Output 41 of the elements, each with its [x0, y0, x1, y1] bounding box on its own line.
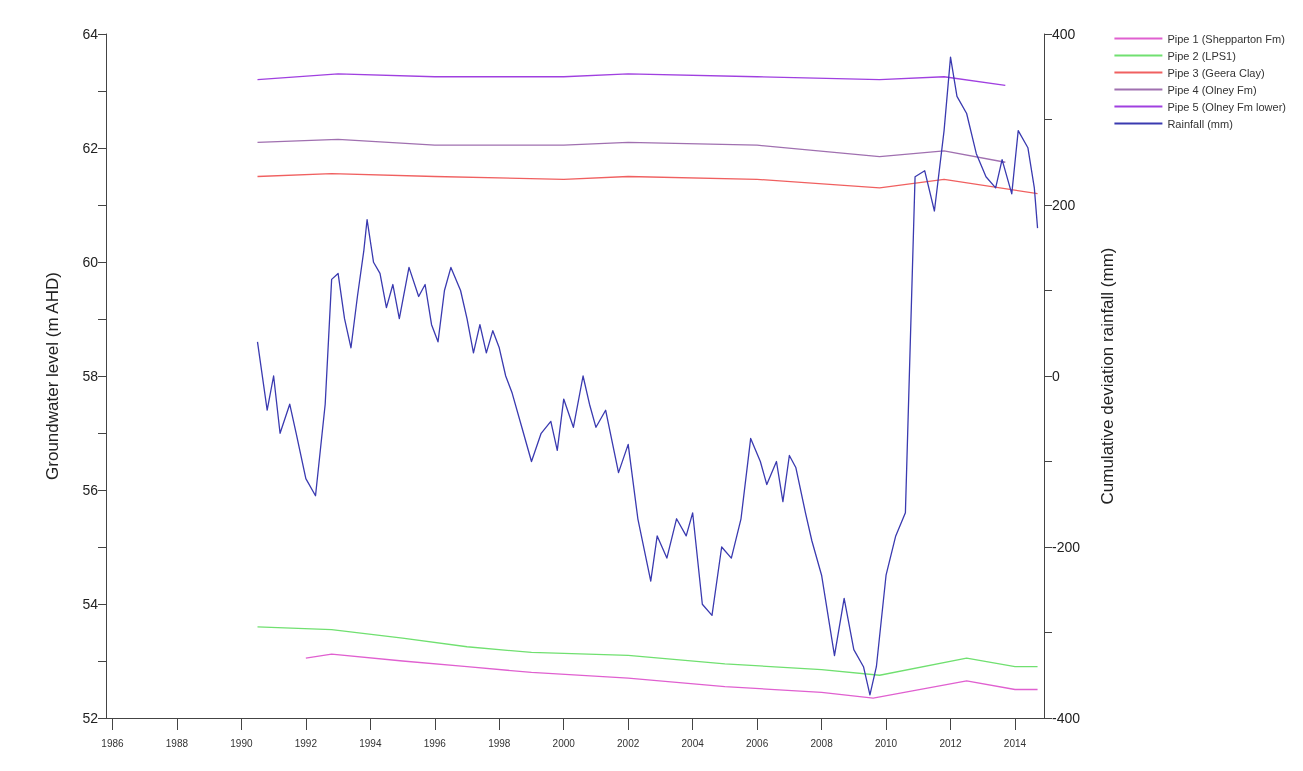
- legend-label: Pipe 3 (Geera Clay): [1167, 66, 1265, 79]
- line-series: [256, 56, 1039, 696]
- legend-label: Pipe 1 (Shepparton Fm): [1167, 32, 1285, 45]
- y-tick-label: 52: [82, 710, 99, 726]
- x-tick-label: 2002: [617, 737, 640, 749]
- line-series: [256, 73, 1006, 86]
- x-tick-label: 1988: [165, 737, 189, 749]
- y-axis-title: Groundwater level (m AHD): [43, 272, 62, 480]
- x-tick-label: 1994: [359, 737, 382, 749]
- y2-tick-label: 400: [1052, 26, 1076, 42]
- y-tick-label: 54: [82, 596, 99, 612]
- line-series: [305, 653, 1039, 699]
- x-tick-label: 2014: [1003, 737, 1027, 749]
- x-tick-label: 1998: [488, 737, 511, 749]
- line-series: [256, 173, 1039, 195]
- y-tick-label: 60: [82, 254, 99, 270]
- y-tick-label: 64: [82, 26, 99, 42]
- legend-label: Rainfall (mm): [1167, 117, 1233, 130]
- y2-tick-label: 0: [1052, 368, 1060, 384]
- y2-tick-label: -200: [1052, 539, 1081, 555]
- line-series: [256, 626, 1039, 676]
- line-series: [256, 138, 1006, 163]
- y-tick-label: 62: [82, 140, 99, 156]
- x-tick-label: 1990: [230, 737, 253, 749]
- x-tick-label: 2004: [681, 737, 705, 749]
- x-tick-label: 1996: [423, 737, 447, 749]
- x-tick-label: 2008: [810, 737, 834, 749]
- legend-label: Pipe 4 (Olney Fm): [1167, 83, 1257, 96]
- x-tick-label: 2012: [939, 737, 963, 749]
- x-tick-label: 2006: [746, 737, 769, 749]
- legend-label: Pipe 5 (Olney Fm lower): [1167, 100, 1287, 113]
- y-tick-label: 58: [82, 368, 99, 384]
- x-tick-label: 1992: [294, 737, 318, 749]
- y2-tick-label: 200: [1052, 197, 1076, 213]
- legend-label: Pipe 2 (LPS1): [1167, 49, 1236, 62]
- y2-tick-label: -400: [1052, 710, 1081, 726]
- y-tick-label: 56: [82, 482, 99, 498]
- y2-axis-title: Cumulative deviation rainfall (mm): [1098, 247, 1117, 505]
- x-tick-label: 2010: [874, 737, 898, 749]
- x-tick-label: 2000: [552, 737, 576, 749]
- x-tick-label: 1986: [101, 737, 125, 749]
